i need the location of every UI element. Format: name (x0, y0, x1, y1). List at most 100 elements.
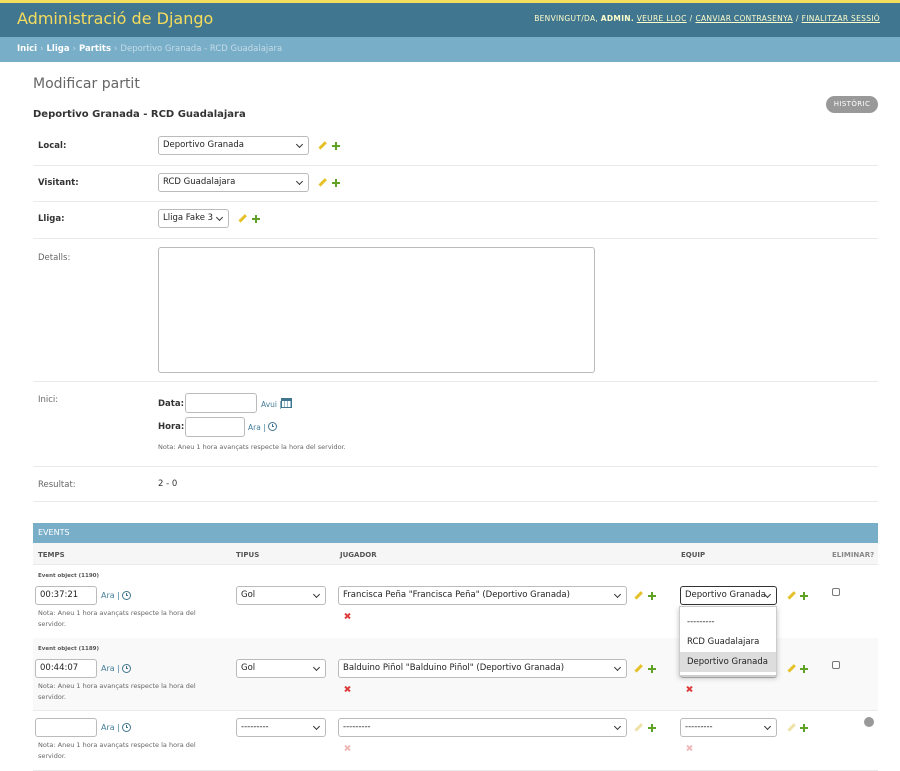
field-label: Inici: (38, 395, 59, 405)
delete-icon[interactable] (344, 744, 351, 751)
select[interactable]: Deportivo Granada (158, 136, 309, 155)
now-link[interactable]: Ara | (101, 664, 120, 673)
time-input[interactable] (35, 718, 97, 737)
textarea[interactable] (158, 247, 595, 373)
clock-hand (125, 593, 128, 596)
user-link[interactable]: CANVIAR CONTRASENYA (695, 14, 793, 23)
row-divider (33, 165, 878, 166)
add-icon[interactable] (332, 179, 340, 187)
pencil-shape (318, 178, 327, 187)
select[interactable]: Francisca Peña "Francisca Peña" (Deporti… (338, 586, 627, 605)
delete-icon[interactable] (686, 685, 693, 692)
delete-row-icon[interactable] (864, 717, 874, 727)
history-button[interactable]: HISTÒRIC (826, 96, 878, 113)
field-label: Resultat: (38, 480, 76, 490)
add-icon[interactable] (800, 665, 808, 673)
delete-icon[interactable] (686, 744, 693, 751)
breadcrumbs-bar (0, 37, 900, 62)
select[interactable]: Lliga Fake 3 (158, 209, 229, 228)
field-label: Lliga: (38, 214, 65, 224)
dropdown-option[interactable]: RCD Guadalajara (687, 637, 760, 647)
edit-icon[interactable] (634, 664, 643, 673)
pencil-shape (634, 723, 643, 732)
edit-icon[interactable] (787, 591, 796, 600)
pencil-shape (634, 664, 643, 673)
delete-icon[interactable] (344, 685, 351, 692)
clock-icon[interactable] (122, 723, 131, 732)
breadcrumb-separator: › (40, 44, 44, 54)
add-icon[interactable] (800, 724, 808, 732)
delete-icon[interactable] (344, 612, 351, 619)
edit-icon[interactable] (634, 723, 643, 732)
column-header: EQUIP (681, 551, 706, 559)
add-icon[interactable] (648, 592, 656, 600)
checkbox[interactable] (832, 588, 840, 596)
pencil-shape (787, 591, 796, 600)
add-icon[interactable] (800, 592, 808, 600)
edit-icon[interactable] (318, 141, 327, 150)
row-divider (33, 201, 878, 202)
select[interactable]: --------- (236, 718, 326, 737)
add-icon[interactable] (252, 215, 260, 223)
calendar-icon[interactable] (281, 398, 292, 408)
now-link[interactable]: Ara | (248, 423, 266, 432)
sub-label: Data: (158, 399, 184, 409)
now-link[interactable]: Ara | (101, 723, 120, 732)
plus-bar (335, 142, 337, 150)
select[interactable]: Gol (236, 586, 326, 605)
breadcrumb-separator: › (114, 44, 118, 54)
dropdown-option[interactable]: --------- (687, 617, 715, 627)
select[interactable]: RCD Guadalajara (158, 173, 309, 192)
today-link[interactable]: Avui | (261, 400, 282, 409)
edit-icon[interactable] (318, 178, 327, 187)
select[interactable]: Deportivo Granada (680, 586, 777, 605)
breadcrumb-item[interactable]: Inici (17, 44, 38, 54)
breadcrumb-item[interactable]: Partits (78, 44, 112, 54)
pencil-shape (318, 141, 327, 150)
field-label: Local: (38, 141, 67, 151)
readonly-value: 2 - 0 (158, 479, 178, 489)
select[interactable]: --------- (680, 718, 777, 737)
time-input[interactable] (185, 417, 245, 437)
column-header: JUGADOR (340, 551, 377, 559)
user-link[interactable]: VEURE LLOC (636, 14, 687, 23)
select[interactable]: --------- (338, 718, 627, 737)
dropdown-list: --------- RCD Guadalajara Deportivo Granad… (679, 606, 777, 676)
separator: / (689, 14, 693, 23)
edit-icon[interactable] (787, 723, 796, 732)
time-input[interactable]: 00:44:07 (35, 659, 97, 678)
plus-bar (651, 592, 653, 600)
clock-icon[interactable] (122, 591, 131, 600)
add-icon[interactable] (648, 724, 656, 732)
breadcrumb-item[interactable]: Lliga (46, 44, 70, 54)
dropdown-option[interactable]: Deportivo Granada (680, 652, 776, 672)
inline-header: EVENTS (33, 523, 878, 543)
field-label: Detalls: (38, 253, 71, 263)
time-input[interactable]: 00:37:21 (35, 586, 97, 605)
breadcrumb-separator: › (72, 44, 76, 54)
object-title: Deportivo Granada - RCD Guadalajara (33, 109, 246, 120)
add-icon[interactable] (648, 665, 656, 673)
column-header-bar (33, 543, 878, 565)
select[interactable]: Gol (236, 659, 326, 678)
clock-icon[interactable] (122, 664, 131, 673)
row-divider (33, 501, 878, 502)
clock-hand (125, 666, 128, 669)
edit-icon[interactable] (238, 214, 247, 223)
welcome-text: BENVINGUT/DA, (534, 14, 599, 23)
row-divider (33, 466, 878, 467)
checkbox[interactable] (832, 661, 840, 669)
add-icon[interactable] (332, 142, 340, 150)
user-link[interactable]: FINALITZAR SESSIÓ (801, 14, 880, 23)
pencil-shape (787, 723, 796, 732)
date-input[interactable] (185, 393, 257, 413)
edit-icon[interactable] (787, 664, 796, 673)
clock-icon[interactable] (268, 422, 277, 431)
help-note: Nota: Aneu 1 hora avançats respecte la h… (38, 682, 196, 701)
select[interactable]: Balduino Piñol "Balduino Piñol" (Deporti… (338, 659, 627, 678)
clock-hand (271, 424, 274, 427)
site-title[interactable]: Administració de Django (17, 9, 214, 28)
edit-icon[interactable] (634, 591, 643, 600)
now-link[interactable]: Ara | (101, 591, 120, 600)
